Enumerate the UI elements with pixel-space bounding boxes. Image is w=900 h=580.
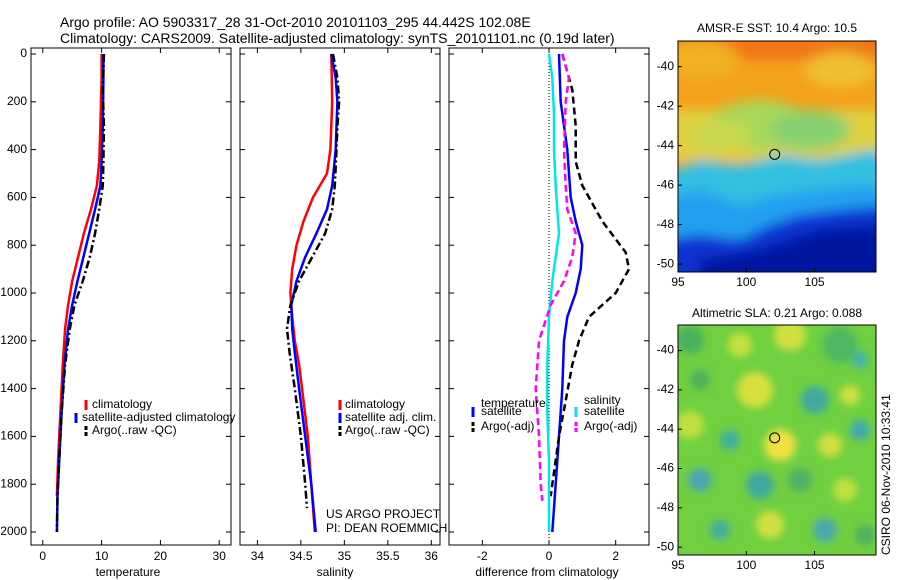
x-tick-label: 34 [251, 549, 265, 563]
map-y-tick-label: -50 [657, 539, 675, 553]
map-x-tick-label: 105 [805, 275, 825, 289]
difference-xlabel: difference from climatology [475, 565, 618, 579]
map-x-tick-label: 100 [736, 275, 756, 289]
salinity-legend: climatology satellite adj. clim. Argo(..… [338, 397, 436, 437]
map-y-tick-label: -40 [657, 343, 675, 357]
temperature-axes-frame [30, 47, 232, 546]
y-tick-label: 1800 [0, 476, 27, 490]
y-tick-label: 200 [7, 94, 27, 108]
y-tick-label: 400 [7, 142, 27, 156]
map-y-tick-label: -50 [657, 256, 675, 270]
sla-map-title: Altimetric SLA: 0.21 Argo: 0.088 [692, 306, 862, 320]
x-tick-label: 36 [425, 549, 439, 563]
series-line-climatology [289, 53, 334, 533]
legend-label-temp-satellite: satellite [481, 404, 522, 418]
difference-legend: temperature satellite Argo(-adj) salinit… [471, 393, 637, 433]
legend-label-climatology: climatology [92, 397, 152, 411]
legend-label-climatology: climatology [345, 397, 405, 411]
map-y-tick-label: -48 [657, 217, 675, 231]
map-y-tick-label: -40 [657, 59, 675, 73]
x-tick-label: -2 [477, 549, 488, 563]
series-line-argo-raw-qc- [55, 53, 106, 533]
map-y-tick-label: -46 [657, 177, 675, 191]
x-tick-label: 34.5 [289, 549, 313, 563]
y-tick-label: 1200 [0, 333, 27, 347]
x-tick-label: 2 [612, 549, 619, 563]
y-tick-label: 600 [7, 190, 27, 204]
legend-title-temperature: temperature [481, 396, 546, 410]
map-y-tick-label: -48 [657, 500, 675, 514]
series-line-argo-raw-qc- [285, 53, 341, 509]
x-tick-label: 10 [95, 549, 109, 563]
salinity-panel: 34 34.5 35 35.5 36 salinity climatology sate… [239, 47, 447, 579]
series-line-climatology [55, 54, 103, 497]
legend-label-temp-argo: Argo(-adj) [481, 419, 534, 433]
y-tick-label: 2000 [0, 524, 27, 538]
sla-map-image [678, 325, 876, 555]
series-line-salinity-satellite [546, 53, 561, 532]
project-annotation-line-2: PI: DEAN ROEMMICH [326, 521, 447, 535]
x-tick-label: 0 [39, 549, 46, 563]
legend-label-satellite: satellite adj. clim. [345, 410, 436, 424]
sst-map-panel: AMSR-E SST: 10.4 Argo: 10.5 95 100 105 -40 -… [657, 21, 877, 289]
y-tick-label: 1000 [0, 285, 27, 299]
map-y-tick-label: -44 [657, 421, 675, 435]
map-y-tick-label: -42 [657, 382, 675, 396]
argo-position-marker [769, 148, 781, 160]
y-tick-label: 0 [20, 46, 27, 60]
temperature-xlabel: temperature [96, 565, 161, 579]
map-y-tick-label: -42 [657, 98, 675, 112]
salinity-xlabel: salinity [317, 565, 354, 579]
temperature-panel: 0 10 20 30 0 200 400 600 800 1000 1200 1400 1600 1800… [0, 46, 235, 579]
series-line-temperature-argo-adj- [549, 53, 631, 497]
y-tick-label: 1600 [0, 429, 27, 443]
series-line-salinity-argo-adj- [534, 53, 577, 502]
x-tick-label: 30 [213, 549, 227, 563]
sst-map-frame [677, 40, 877, 273]
difference-panel: -2 0 2 difference from climatology tempera… [448, 47, 650, 579]
x-tick-label: 35.5 [376, 549, 400, 563]
sst-map-image [678, 41, 876, 272]
x-tick-label: 0 [546, 549, 553, 563]
x-tick-label: 35 [338, 549, 352, 563]
map-x-tick-label: 105 [805, 558, 825, 572]
legend-label-argo: Argo(..raw -QC) [345, 423, 430, 437]
legend-label-argo: Argo(..raw -QC) [92, 423, 177, 437]
salinity-axes-frame [239, 47, 441, 546]
legend-title-salinity: salinity [584, 393, 621, 407]
map-y-tick-label: -46 [657, 461, 675, 475]
header-line-1: Argo profile: AO 5903317_28 31-Oct-2010 … [60, 14, 531, 30]
series-line-temperature-satellite [551, 53, 584, 533]
argo-position-marker [769, 432, 781, 444]
header-line-2: Climatology: CARS2009. Satellite-adjuste… [60, 30, 615, 46]
map-y-tick-label: -44 [657, 138, 675, 152]
map-x-tick-label: 95 [671, 558, 685, 572]
project-annotation-line-1: US ARGO PROJECT [326, 507, 441, 521]
x-tick-label: 20 [154, 549, 168, 563]
map-x-tick-label: 100 [736, 558, 756, 572]
sla-map-panel: Altimetric SLA: 0.21 Argo: 0.088 [657, 306, 877, 572]
legend-label-sal-argo: Argo(-adj) [584, 419, 637, 433]
side-caption: CSIRO 06-Nov-2010 10:33:41 [879, 394, 893, 555]
sst-map-title: AMSR-E SST: 10.4 Argo: 10.5 [697, 21, 857, 35]
sla-map-frame [677, 324, 877, 556]
legend-label-satellite: satellite-adjusted climatology [82, 410, 235, 424]
temperature-legend: climatology satellite-adjusted climatolo… [74, 397, 235, 437]
map-x-tick-label: 95 [671, 275, 685, 289]
y-tick-label: 800 [7, 237, 27, 251]
legend-label-sal-satellite: satellite [584, 404, 625, 418]
y-tick-label: 1400 [0, 381, 27, 395]
